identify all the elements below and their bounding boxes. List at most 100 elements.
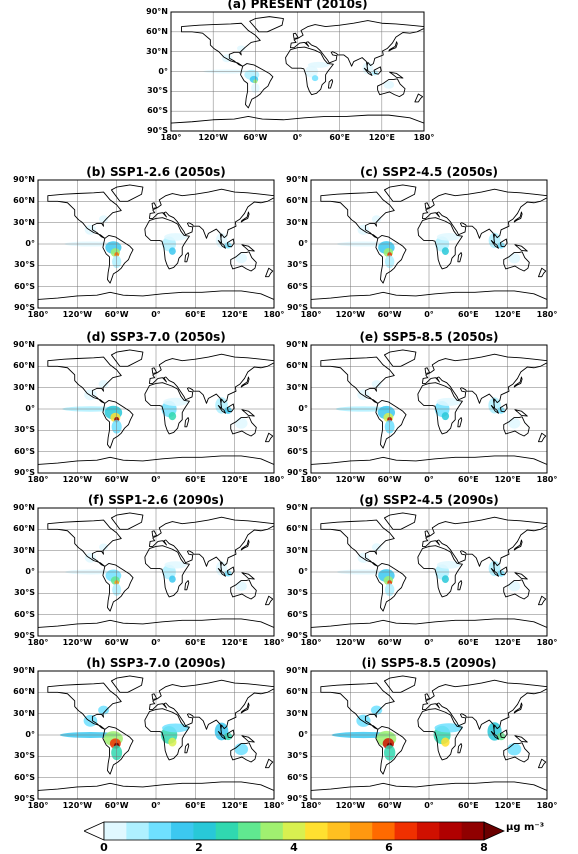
longitude-label: 120°W bbox=[62, 475, 93, 484]
map-frame bbox=[37, 179, 275, 309]
colorbar-swatch bbox=[349, 822, 373, 840]
latitude-label: 30°S bbox=[14, 260, 35, 270]
north-america-coastline bbox=[181, 22, 261, 67]
world-map bbox=[170, 11, 425, 132]
latitude-label: 30°S bbox=[287, 588, 308, 598]
concentration-plume bbox=[371, 543, 382, 551]
concentration-plume bbox=[357, 389, 370, 401]
latitude-label: 90°N bbox=[146, 7, 168, 16]
longitude-label: 180° bbox=[413, 133, 435, 142]
concentration-plume bbox=[84, 389, 97, 401]
panel-title: (e) SSP5-8.5 (2050s) bbox=[359, 330, 499, 344]
concentration-plume bbox=[436, 233, 461, 241]
world-map bbox=[310, 670, 548, 800]
latitude-label: 60°N bbox=[13, 196, 35, 206]
longitude-label: 180° bbox=[536, 310, 558, 319]
australia-coastline bbox=[503, 579, 530, 600]
map-frame bbox=[37, 344, 275, 474]
japan-coastline bbox=[513, 539, 523, 551]
sumatra-coastline bbox=[490, 239, 499, 249]
japan-coastline bbox=[388, 41, 398, 52]
latitude-label: 30°S bbox=[14, 751, 35, 761]
colorbar-swatch bbox=[282, 822, 306, 840]
longitude-label: 180° bbox=[263, 638, 285, 647]
africa-coastline bbox=[144, 217, 190, 270]
latitude-label: 30°S bbox=[14, 588, 35, 598]
australia-coastline bbox=[503, 416, 530, 437]
latitude-label: 90°S bbox=[147, 126, 168, 135]
latitude-label: 60°N bbox=[286, 361, 308, 371]
latitude-label: 30°N bbox=[13, 382, 35, 392]
map-frame bbox=[37, 507, 275, 637]
longitude-label: 0° bbox=[424, 638, 434, 647]
latitude-label: 0° bbox=[25, 730, 35, 739]
concentration-plume bbox=[235, 581, 247, 592]
borneo-coastline bbox=[373, 66, 382, 75]
panel-title: (c) SSP2-4.5 (2050s) bbox=[359, 165, 499, 179]
australia-coastline bbox=[230, 251, 257, 272]
borneo-coastline bbox=[500, 729, 508, 739]
longitude-label: 60°E bbox=[185, 638, 206, 647]
south-america-coastline bbox=[102, 235, 134, 284]
world-map bbox=[37, 670, 275, 800]
map-panel: (c) SSP2-4.5 (2050s) 90°N 60°N 30°N 0° 30°S 60… bbox=[273, 163, 569, 321]
colorbar bbox=[83, 820, 514, 850]
greenland-coastline bbox=[110, 675, 144, 693]
latitude-label: 60°N bbox=[13, 524, 35, 534]
japan-coastline bbox=[513, 376, 523, 388]
longitude-label: 120°E bbox=[368, 133, 395, 142]
concentration-plume bbox=[370, 705, 383, 715]
colorbar-swatch bbox=[327, 822, 351, 840]
colorbar-swatch bbox=[305, 822, 329, 840]
latitude-label: 30°N bbox=[286, 545, 308, 555]
longitude-label: 0° bbox=[424, 310, 434, 319]
world-map bbox=[310, 179, 548, 309]
south-america-coastline bbox=[102, 563, 134, 612]
longitude-label: 60°E bbox=[458, 475, 479, 484]
eurasia-coastline bbox=[148, 353, 274, 409]
latitude-label: 30°S bbox=[14, 425, 35, 435]
concentration-plume bbox=[371, 380, 382, 389]
longitude-label: 120°E bbox=[221, 638, 248, 647]
longitude-label: 120°E bbox=[494, 801, 521, 810]
new-guinea-coastline bbox=[514, 572, 528, 580]
longitude-label: 180° bbox=[160, 133, 182, 142]
eurasia-coastline bbox=[421, 353, 547, 409]
panel-title: (d) SSP3-7.0 (2050s) bbox=[86, 330, 226, 344]
longitude-label: 180° bbox=[536, 801, 558, 810]
latitude-label: 60°S bbox=[287, 281, 308, 291]
south-america-coastline bbox=[102, 400, 134, 449]
latitude-label: 90°S bbox=[14, 631, 35, 640]
longitude-label: 60°E bbox=[185, 801, 206, 810]
north-america-coastline bbox=[320, 519, 395, 567]
colorbar-swatch bbox=[215, 822, 239, 840]
longitude-label: 180° bbox=[263, 310, 285, 319]
latitude-label: 60°N bbox=[13, 687, 35, 697]
longitude-label: 180° bbox=[27, 801, 49, 810]
uk-coastline bbox=[292, 32, 299, 39]
panel-title: (b) SSP1-2.6 (2050s) bbox=[86, 165, 226, 179]
panel-title: (h) SSP3-7.0 (2090s) bbox=[86, 656, 226, 670]
longitude-label: 60°E bbox=[185, 310, 206, 319]
longitude-label: 120°W bbox=[335, 310, 366, 319]
concentration-plume bbox=[441, 412, 450, 421]
madagascar-coastline bbox=[457, 743, 463, 754]
map-panel: (h) SSP3-7.0 (2090s) 90°N 60°N 30°N 0° 30°S 60… bbox=[0, 654, 296, 812]
world-map bbox=[37, 344, 275, 474]
new-guinea-coastline bbox=[389, 71, 404, 79]
japan-coastline bbox=[513, 211, 523, 223]
sumatra-coastline bbox=[217, 730, 226, 740]
colorbar-min-arrow bbox=[83, 821, 105, 841]
africa-coastline bbox=[417, 382, 463, 435]
map-frame bbox=[170, 11, 425, 132]
australia-coastline bbox=[503, 251, 530, 272]
map-panel: (b) SSP1-2.6 (2050s) 90°N 60°N 30°N 0° 30°S 60… bbox=[0, 163, 296, 321]
latitude-label: 90°S bbox=[287, 303, 308, 312]
africa-coastline bbox=[417, 708, 463, 761]
madagascar-coastline bbox=[327, 78, 334, 89]
longitude-label: 0° bbox=[424, 801, 434, 810]
colorbar-swatch bbox=[104, 822, 127, 840]
new-guinea-coastline bbox=[514, 244, 528, 252]
longitude-label: 60°W bbox=[377, 310, 402, 319]
longitude-label: 120°W bbox=[198, 133, 228, 142]
